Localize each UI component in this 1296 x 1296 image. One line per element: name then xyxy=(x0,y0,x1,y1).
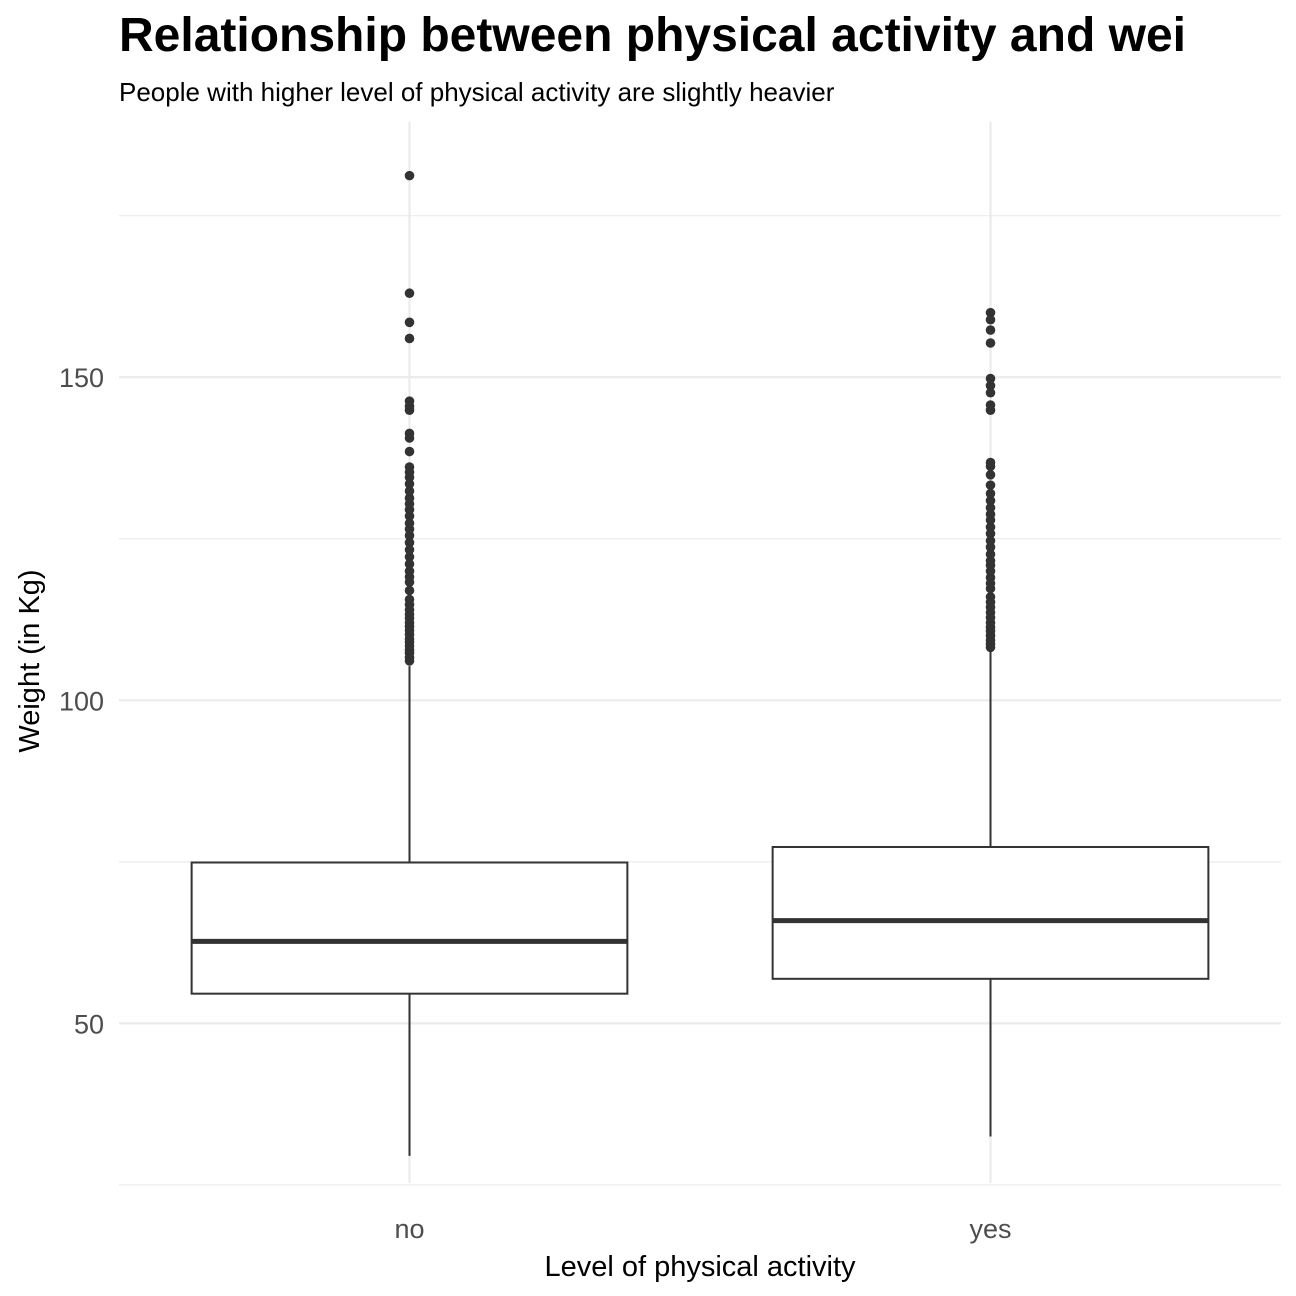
outlier-point xyxy=(985,535,996,546)
outlier-point xyxy=(404,559,415,569)
outlier-point xyxy=(985,314,996,325)
outlier-point xyxy=(404,317,415,328)
outlier-point xyxy=(985,387,996,398)
iqr-box xyxy=(771,845,1210,980)
box-no xyxy=(190,170,629,1156)
box-series xyxy=(190,170,1210,1156)
outlier-point xyxy=(985,338,996,348)
outlier-point xyxy=(404,170,415,181)
outlier-point xyxy=(404,566,415,576)
outlier-point xyxy=(404,585,415,596)
y-tick-label: 100 xyxy=(59,686,104,716)
outlier-point xyxy=(985,488,996,499)
outlier-point xyxy=(404,396,415,406)
x-axis-title: Level of physical activity xyxy=(544,1251,856,1283)
y-tick-label: 50 xyxy=(74,1009,104,1039)
x-tick-label: no xyxy=(394,1214,424,1244)
outlier-point xyxy=(985,373,996,384)
outlier-point xyxy=(404,537,415,548)
outlier-point xyxy=(404,518,415,529)
outlier-point xyxy=(985,457,996,468)
outlier-point xyxy=(985,380,996,391)
outlier-point xyxy=(404,544,415,555)
iqr-box xyxy=(190,861,629,995)
outlier-point xyxy=(404,594,415,605)
outlier-point xyxy=(404,493,415,503)
y-axis-title: Weight (in Kg) xyxy=(14,569,46,752)
outlier-point xyxy=(985,522,996,532)
chart-subtitle: People with higher level of physical act… xyxy=(119,77,835,107)
outlier-point xyxy=(985,400,996,410)
axis-ticks: 50 100 150 no yes xyxy=(59,363,1012,1244)
outlier-point xyxy=(404,428,415,439)
outlier-point xyxy=(404,288,415,299)
outlier-point xyxy=(985,307,996,318)
outlier-point xyxy=(985,592,996,602)
outlier-point xyxy=(985,480,996,490)
outlier-point xyxy=(985,549,996,560)
chart-title: Relationship between physical activity a… xyxy=(119,9,1186,62)
outlier-point xyxy=(404,333,415,344)
outlier-point xyxy=(404,486,415,496)
outlier-point xyxy=(985,470,996,480)
outlier-point xyxy=(985,325,996,335)
box-yes xyxy=(771,307,1210,1137)
outlier-point xyxy=(404,552,415,562)
x-tick-label: yes xyxy=(969,1214,1011,1244)
y-tick-label: 150 xyxy=(59,363,104,393)
outlier-point xyxy=(985,502,996,513)
outlier-point xyxy=(404,446,415,457)
outlier-point xyxy=(404,462,415,472)
outlier-point xyxy=(985,495,996,506)
grid-lines xyxy=(119,122,1281,1186)
